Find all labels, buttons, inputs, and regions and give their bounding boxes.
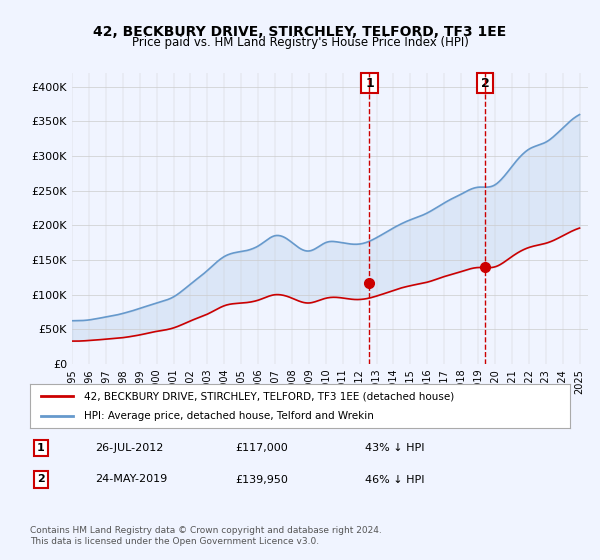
Text: 2: 2 [481,77,490,90]
Text: 2: 2 [37,474,44,484]
Text: Contains HM Land Registry data © Crown copyright and database right 2024.
This d: Contains HM Land Registry data © Crown c… [30,526,382,546]
Text: Price paid vs. HM Land Registry's House Price Index (HPI): Price paid vs. HM Land Registry's House … [131,36,469,49]
Text: 1: 1 [365,77,374,90]
Text: HPI: Average price, detached house, Telford and Wrekin: HPI: Average price, detached house, Telf… [84,411,374,421]
Text: 1: 1 [37,443,44,453]
Text: £139,950: £139,950 [235,474,288,484]
Text: 42, BECKBURY DRIVE, STIRCHLEY, TELFORD, TF3 1EE (detached house): 42, BECKBURY DRIVE, STIRCHLEY, TELFORD, … [84,391,454,401]
Text: 24-MAY-2019: 24-MAY-2019 [95,474,167,484]
Text: 26-JUL-2012: 26-JUL-2012 [95,443,163,453]
Text: 43% ↓ HPI: 43% ↓ HPI [365,443,424,453]
Text: 42, BECKBURY DRIVE, STIRCHLEY, TELFORD, TF3 1EE: 42, BECKBURY DRIVE, STIRCHLEY, TELFORD, … [94,25,506,39]
Text: £117,000: £117,000 [235,443,288,453]
Text: 46% ↓ HPI: 46% ↓ HPI [365,474,424,484]
